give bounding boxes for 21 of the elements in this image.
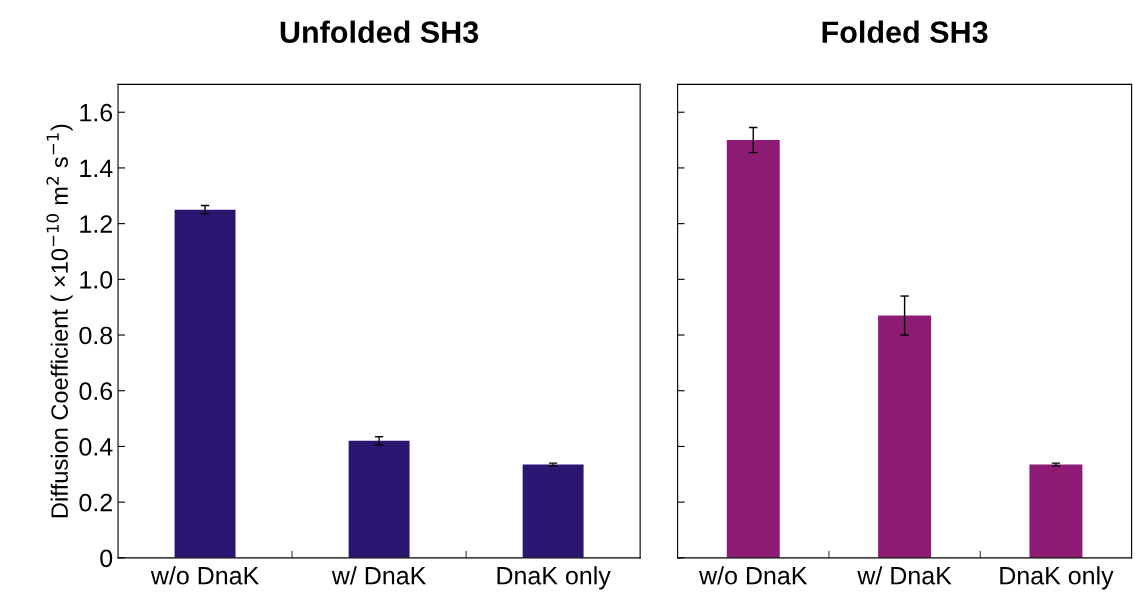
x-tick-label: w/o DnaK (150, 566, 259, 585)
x-tick-label: w/o DnaK (699, 566, 808, 585)
y-tick-label: 0.2 (79, 493, 112, 512)
y-tick-label: 1.2 (80, 215, 112, 233)
chart-title: Unfolded SH3 (280, 20, 479, 44)
y-tick-label: 0.8 (79, 326, 113, 345)
bar (174, 209, 236, 558)
x-tick-label: w/ DnaK (857, 566, 952, 585)
y-tick-label: 1.0 (80, 270, 113, 289)
x-tick-label: w/ DnaK (331, 566, 427, 585)
chart-title: Folded SH3 (822, 20, 988, 44)
y-tick-label: 0.6 (79, 382, 113, 401)
y-tick-label: 1.6 (80, 103, 113, 122)
y-tick-label: 1.4 (80, 159, 113, 177)
y-tick-label: 0.4 (79, 438, 113, 456)
bar (348, 440, 410, 558)
x-tick-label: DnaK only (1000, 566, 1114, 590)
y-tick-label: 0 (100, 549, 113, 568)
bar (522, 464, 584, 558)
y-axis-title: Diffusion Coefficient ( ×10$^{−10}$ m$^{2}$ s$^{−1}$) (46, 124, 73, 518)
x-tick-label: DnaK only (497, 566, 611, 590)
